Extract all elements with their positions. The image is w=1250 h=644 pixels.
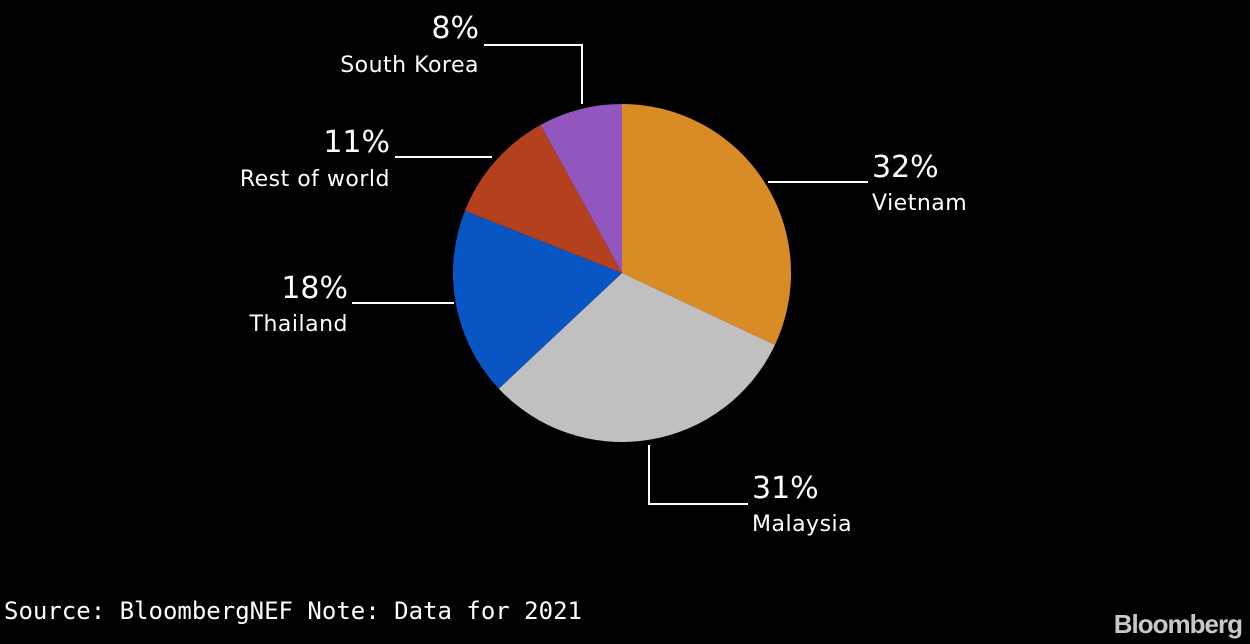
bloomberg-logo: Bloomberg	[1113, 609, 1243, 639]
pie-slice-vietnam	[622, 103, 792, 345]
slice-category-label-vietnam: Vietnam	[872, 191, 967, 216]
pie-slice-malaysia	[498, 273, 775, 443]
slice-value-label-thailand: 18%	[281, 271, 348, 306]
pie-slice-south-korea	[540, 104, 622, 273]
slice-value-label-malaysia: 31%	[752, 471, 819, 506]
slice-value-label-vietnam: 32%	[872, 150, 939, 185]
slice-category-label-thailand: Thailand	[249, 312, 348, 337]
pie-slice-rest-of-world	[464, 124, 622, 274]
slice-category-label-malaysia: Malaysia	[752, 512, 852, 537]
pie-slice-thailand	[453, 210, 622, 389]
slice-value-label-rest-of-world: 11%	[323, 125, 390, 160]
slice-category-label-south-korea: South Korea	[340, 53, 479, 78]
source-note: Source: BloombergNEF Note: Data for 2021	[4, 597, 582, 625]
leader-line-malaysia	[648, 445, 748, 505]
pie-slices	[453, 103, 792, 443]
slice-category-label-rest-of-world: Rest of world	[240, 167, 390, 192]
leader-line-south-korea	[484, 44, 583, 104]
slice-value-label-south-korea: 8%	[431, 11, 479, 46]
